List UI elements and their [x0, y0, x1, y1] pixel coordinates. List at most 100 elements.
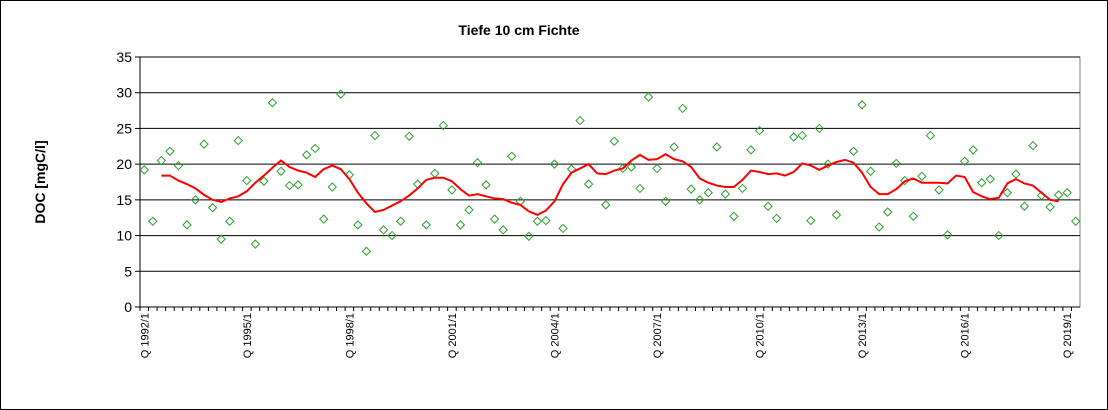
scatter-point [507, 151, 517, 161]
scatter-point [575, 115, 585, 126]
scatter-point [857, 100, 867, 110]
scatter-point [319, 214, 329, 224]
y-axis-label: DOC [mgC/l] [32, 140, 48, 223]
scatter-point [378, 225, 389, 235]
scatter-point [438, 120, 449, 131]
scatter-point [182, 220, 192, 230]
scatter-point [199, 139, 209, 149]
scatter-point [737, 183, 748, 194]
scatter-point [771, 213, 782, 224]
scatter-point [395, 216, 406, 226]
scatter-point [797, 130, 807, 141]
scatter-point [267, 98, 278, 108]
x-tick-label: Q 2019/1 [1062, 313, 1074, 358]
scatter-point [635, 183, 645, 194]
scatter-point [677, 103, 688, 114]
x-tick-label: Q 2001/1 [447, 313, 459, 358]
scatter-point [250, 239, 261, 249]
scatter-point [754, 125, 765, 136]
x-tick-label: Q 2004/1 [549, 313, 561, 358]
x-tick-label: Q 2013/1 [857, 313, 869, 358]
scatter-point [293, 180, 303, 190]
scatter-point [831, 210, 842, 220]
scatter-point [865, 166, 876, 176]
scatter-point [472, 158, 483, 168]
y-tick-label: 30 [116, 85, 132, 101]
x-tick-label: Q 1992/1 [139, 313, 151, 358]
scatter-point [994, 230, 1004, 241]
scatter-point [301, 150, 312, 160]
scatter-point [806, 215, 816, 226]
scatter-point [447, 185, 457, 195]
scatter-point [353, 220, 363, 230]
y-tick-label: 5 [124, 263, 132, 279]
scatter-point [541, 215, 551, 226]
y-tick-label: 20 [116, 156, 132, 172]
scatter-point [1053, 190, 1064, 200]
scatter-point [934, 185, 944, 195]
scatter-point [1002, 188, 1013, 198]
x-tick-label: Q 2016/1 [960, 313, 972, 358]
scatter-point [310, 143, 320, 154]
scatter-point [720, 189, 731, 199]
scatter-point [686, 184, 696, 194]
scatter-point [233, 135, 243, 146]
scatter-point [712, 142, 722, 152]
scatter-point [959, 156, 970, 166]
scatter-point [583, 179, 594, 189]
y-tick-label: 15 [116, 192, 132, 208]
scatter-point [225, 216, 235, 226]
scatter-point [242, 175, 252, 186]
x-tick-label: Q 2010/1 [755, 313, 767, 358]
scatter-point [823, 159, 833, 169]
scatter-point [917, 171, 927, 181]
scatter-point [284, 180, 295, 191]
y-tick-label: 35 [116, 49, 132, 65]
y-tick-label: 10 [116, 228, 132, 244]
scatter-point [814, 123, 825, 134]
scatter-point [968, 145, 978, 155]
scatter-point [977, 178, 987, 188]
x-tick-label: Q 1998/1 [344, 313, 356, 358]
scatter-point [985, 174, 995, 184]
scatter-point [387, 230, 397, 241]
scatter-point [361, 246, 372, 256]
scatter-point [626, 162, 637, 172]
scatter-point [404, 131, 414, 141]
scatter-point [874, 222, 884, 232]
scatter-point [148, 216, 158, 226]
scatter-point [643, 92, 654, 102]
scatter-point [848, 146, 859, 156]
scatter-point [549, 159, 560, 169]
scatter-point [481, 180, 491, 190]
scatter-point [942, 230, 953, 240]
scatter-point [891, 158, 901, 169]
scatter-point [1071, 216, 1081, 226]
scatter-point [789, 132, 799, 142]
scatter-point [1045, 202, 1055, 212]
scatter-point [532, 216, 543, 226]
scatter-point [1019, 201, 1030, 211]
scatter-point [883, 207, 893, 217]
scatter-point [703, 188, 713, 198]
scatter-point [1062, 188, 1072, 198]
scatter-point [746, 145, 756, 155]
scatter-point [173, 160, 184, 171]
scatter-point [327, 182, 337, 192]
scatter-point [165, 146, 175, 156]
scatter-point [558, 223, 568, 234]
scatter-point [370, 130, 380, 141]
scatter-point [190, 195, 201, 205]
scatter-point [908, 211, 919, 221]
y-tick-label: 25 [116, 120, 132, 136]
line-series [161, 152, 1059, 216]
scatter-point [900, 175, 910, 186]
scatter-point [421, 220, 431, 230]
scatter-point [489, 214, 500, 224]
scatter-point [216, 234, 226, 244]
scatter-point [763, 201, 773, 211]
scatter-point [695, 195, 705, 205]
scatter-point [139, 165, 149, 175]
scatter-point [601, 200, 611, 210]
